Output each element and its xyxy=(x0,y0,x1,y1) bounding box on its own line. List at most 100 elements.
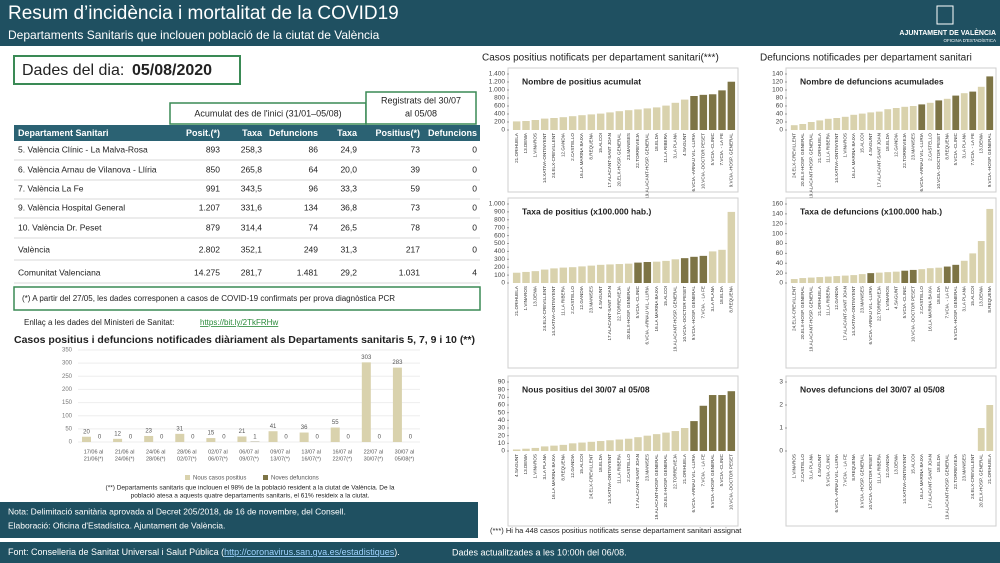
bar xyxy=(718,90,726,130)
y-tick-label: 600 xyxy=(494,103,505,110)
bar xyxy=(867,112,875,130)
x-tick-label: 14.XATIVA-ONTINYENT xyxy=(834,133,839,183)
y-tick-label: 140 xyxy=(772,211,783,218)
bar xyxy=(643,262,652,283)
bar xyxy=(960,260,968,283)
bar xyxy=(206,438,216,442)
bar xyxy=(892,108,900,130)
table-cell: 134 xyxy=(304,202,318,212)
table-cell: 74 xyxy=(309,222,319,232)
x-tick-label: 6.VCIA.-ARNAU VIL.-LLIRIA xyxy=(919,132,924,191)
table-cell: 29,2 xyxy=(340,267,357,277)
subtitle: Departaments Sanitaris que inclouen pobl… xyxy=(8,28,380,42)
table-cell: 73 xyxy=(411,202,421,212)
x-tick-label: 13.DENIA xyxy=(978,132,983,153)
bar xyxy=(550,445,558,451)
table-cell: 265,8 xyxy=(241,164,263,174)
bar xyxy=(540,446,549,451)
bar xyxy=(727,391,736,451)
x-tick-label: 17.ALACANT-SANT JOAN xyxy=(635,454,640,509)
x-tick-label: 6.VCIA.-ARNAU VIL.-LLIRIA xyxy=(645,285,650,344)
bar xyxy=(841,116,849,130)
y-tick-label: 200 xyxy=(494,264,505,271)
x-tick-label: 23.MANISES xyxy=(961,454,966,481)
legend-label: Nous casos positius xyxy=(193,476,246,482)
section-title: Casos positius notificats per departamen… xyxy=(482,53,719,64)
bar xyxy=(977,428,985,451)
x-tick-label: 17.ALACANT-SANT JOAN xyxy=(607,133,612,188)
x-tick-label: 9.VCIA.-HOSP. GENERAL xyxy=(691,286,696,341)
x-tick-label: 18.ELDA xyxy=(654,132,659,151)
bar xyxy=(144,435,154,442)
table-cell: 6. València Arnau de Vilanova - Llíria xyxy=(18,164,157,174)
x-tick-label: 17.ALACANT-SANT JOAN xyxy=(927,454,932,509)
x-tick-label: 28/06(*) xyxy=(146,456,166,462)
x-tick-label: 21/06 al xyxy=(115,449,135,455)
x-tick-label: 2.CASTELLO xyxy=(626,454,631,482)
bar xyxy=(977,241,985,283)
bar xyxy=(522,271,530,283)
x-tick-label: 09/07(*) xyxy=(239,456,259,462)
x-tick-label: 3.LA PLANA xyxy=(542,453,547,479)
table-cell: 36,8 xyxy=(340,202,357,212)
bar xyxy=(918,104,926,130)
bar xyxy=(624,263,633,283)
data-label: 0 xyxy=(378,435,382,441)
x-tick-label: 14.XATIVA-ONTINYENT xyxy=(542,133,547,183)
x-tick-label: 4.SAGUNT xyxy=(682,133,687,156)
bar xyxy=(718,249,726,283)
data-label: 15 xyxy=(208,431,215,437)
y-tick-label: 0 xyxy=(501,280,505,287)
source-link[interactable]: http://coronavirus.san.gva.es/estadistiq… xyxy=(224,547,395,557)
y-tick-label: 20 xyxy=(776,270,784,277)
x-tick-label: 19.ALACANT-HOSP. GENERAL xyxy=(673,286,678,352)
x-tick-label: 24.ELX-CREVILLENT xyxy=(589,454,594,499)
table-cell: 31,3 xyxy=(340,244,357,254)
y-tick-label: 60 xyxy=(498,402,506,409)
x-tick-label: 7.VCIA. - LA FE xyxy=(970,133,975,165)
y-tick-label: 0 xyxy=(501,127,505,134)
y-tick-label: 80 xyxy=(776,95,784,102)
bar xyxy=(816,120,824,130)
data-label: 0 xyxy=(347,435,351,441)
chart-note: (**) Departaments sanitaris que inclouen… xyxy=(106,485,395,492)
x-tick-label: 12.GANDIA xyxy=(834,285,839,310)
legend-label: Noves defuncions xyxy=(271,476,319,482)
table-note: (*) A partir del 27/05, les dades corres… xyxy=(22,294,395,303)
group-header: Acumulat des de l'inici (31/01–05/08) xyxy=(194,108,341,118)
x-tick-label: 24.ELX-CREVILLENT xyxy=(791,133,796,178)
bar xyxy=(960,93,968,130)
y-tick-label: 120 xyxy=(772,79,783,86)
data-label: 12 xyxy=(114,431,121,437)
bar xyxy=(578,266,586,283)
x-tick-label: 30/07 al xyxy=(395,449,415,455)
x-tick-label: 1.VINAROS xyxy=(791,454,796,479)
footer-note: Nota: Delimitació sanitària aprovada al … xyxy=(8,506,346,516)
data-label: 0 xyxy=(222,435,226,441)
x-tick-label: 7.VCIA. - LA FE xyxy=(719,133,724,165)
table-cell: València xyxy=(18,244,50,254)
bar xyxy=(587,441,596,451)
x-tick-label: 4.SAGUNT xyxy=(893,286,898,309)
x-tick-label: 12.GANDIA xyxy=(893,132,898,157)
y-tick-label: 50 xyxy=(498,409,506,416)
x-tick-label: 11.LA RIBERA xyxy=(825,285,830,316)
bar xyxy=(578,115,586,130)
link[interactable]: https://bit.ly/2TkFRHw xyxy=(200,318,278,327)
y-tick-label: 200 xyxy=(494,119,505,126)
table-cell: 1.481 xyxy=(297,267,319,277)
group-box xyxy=(365,91,477,125)
bar xyxy=(522,448,530,451)
x-tick-label: 11.LA RIBERA xyxy=(663,132,668,163)
bar xyxy=(643,108,652,130)
x-tick-label: 23.MANISES xyxy=(589,286,594,313)
title-bg xyxy=(520,205,654,218)
footer-updated: Dades actualitzades a les 10:00h del 06/… xyxy=(452,547,627,557)
bar xyxy=(299,432,309,442)
data-label: 1 xyxy=(253,434,257,440)
title-bg xyxy=(798,205,945,218)
x-tick-label: 4.SAGUNT xyxy=(817,454,822,477)
x-tick-label: 17.ALACANT-SANT JOAN xyxy=(607,286,612,341)
x-tick-label: 11.LA RIBERA xyxy=(617,453,622,484)
legend-swatch xyxy=(263,475,268,480)
